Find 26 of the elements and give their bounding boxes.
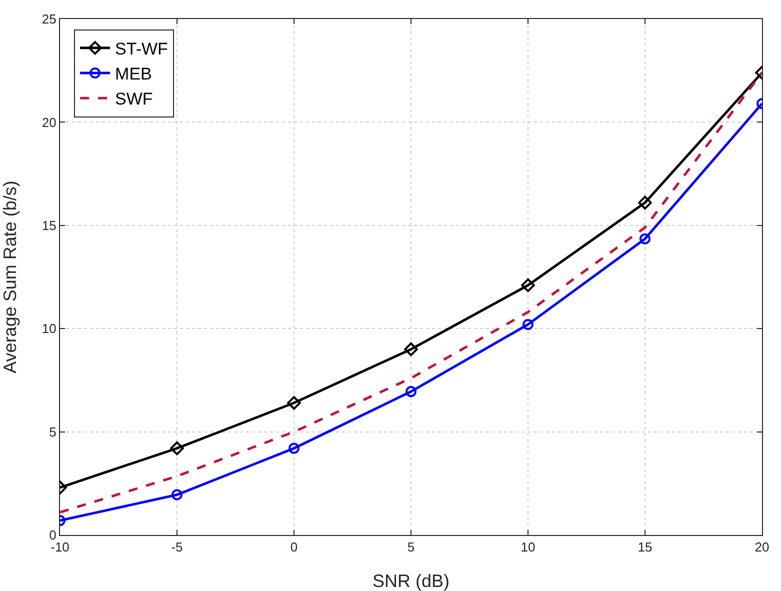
y-tick-label: 25 bbox=[42, 12, 56, 27]
point bbox=[288, 442, 300, 454]
x-tick-label: 10 bbox=[520, 540, 536, 555]
point bbox=[172, 489, 182, 500]
y-tick-label: 15 bbox=[42, 218, 56, 233]
legend-label: MEB bbox=[115, 64, 152, 84]
point bbox=[521, 278, 535, 292]
x-tick-label: 0 bbox=[290, 540, 298, 555]
y-tick-label: 10 bbox=[42, 321, 56, 336]
x-tick-label: 20 bbox=[754, 540, 770, 555]
x-tick-label: 15 bbox=[638, 540, 652, 555]
y-tick-label: 5 bbox=[49, 424, 56, 440]
point bbox=[522, 318, 534, 330]
y-tick-label: 20 bbox=[42, 114, 56, 130]
y-axis-title: Average Sum Rate (b/s) bbox=[0, 180, 20, 374]
legend-label: SWF bbox=[115, 90, 153, 109]
x-tick-label: 5 bbox=[407, 540, 415, 555]
x-axis-title: SNR (dB) bbox=[372, 571, 450, 591]
point bbox=[287, 396, 301, 410]
point bbox=[406, 386, 416, 398]
legend-label: ST-WF bbox=[115, 40, 168, 58]
point bbox=[640, 233, 650, 244]
point bbox=[638, 196, 652, 210]
x-tick-label: -5 bbox=[171, 540, 183, 555]
point bbox=[404, 342, 418, 356]
point bbox=[170, 441, 184, 456]
